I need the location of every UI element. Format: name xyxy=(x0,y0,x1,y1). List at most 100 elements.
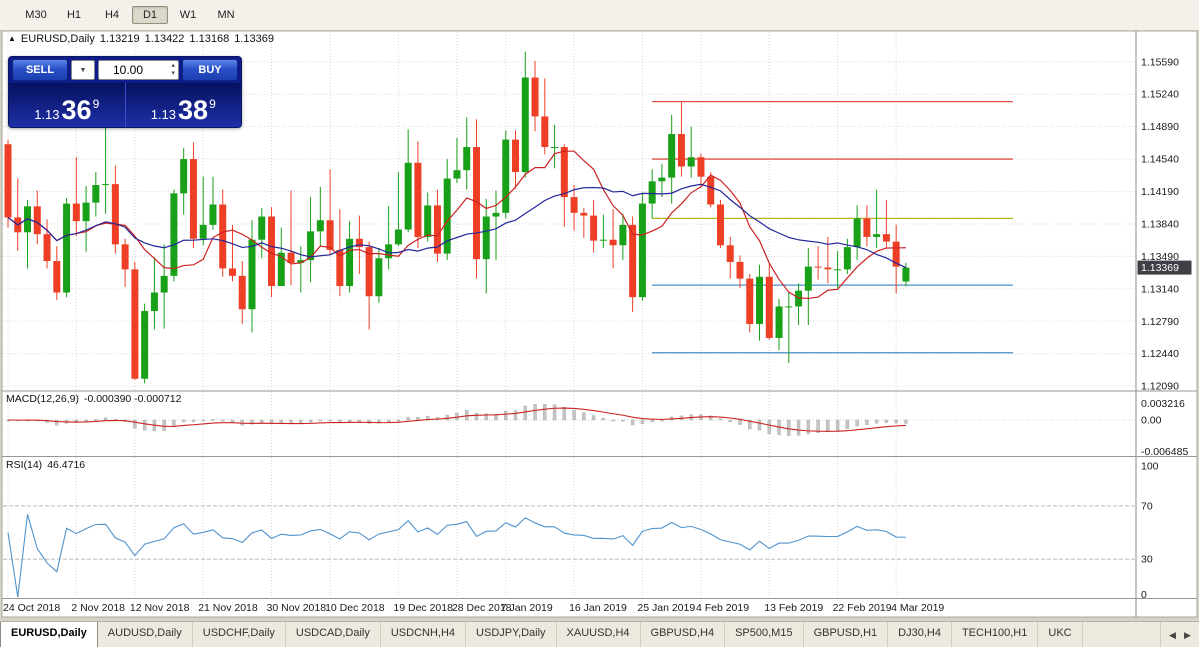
window-tab-audusd-daily[interactable]: AUDUSD,Daily xyxy=(98,622,193,647)
svg-text:30: 30 xyxy=(1141,554,1153,566)
scroll-right-icon[interactable]: ▶ xyxy=(1184,629,1191,640)
timeframe-button-h1[interactable]: H1 xyxy=(66,9,82,21)
svg-text:13 Feb 2019: 13 Feb 2019 xyxy=(764,602,823,614)
timeframe-button-mn[interactable]: MN xyxy=(217,9,235,21)
svg-text:1.12090: 1.12090 xyxy=(1141,381,1179,393)
candlestick-layer xyxy=(4,51,910,384)
ask-big-digits: 38 xyxy=(178,95,209,126)
grid-layer xyxy=(3,32,1136,598)
window-tab-bar: EURUSD,Daily AUDUSD,Daily USDCHF,Daily USDC… xyxy=(0,621,1199,647)
volume-dropdown[interactable]: ▼ xyxy=(71,60,95,80)
svg-text:-0.006485: -0.006485 xyxy=(1141,446,1188,458)
symbol-label: EURUSD,Daily xyxy=(20,33,95,45)
rsi-layer xyxy=(3,505,1136,598)
svg-text:1.14540: 1.14540 xyxy=(1141,154,1179,166)
svg-text:21 Nov 2018: 21 Nov 2018 xyxy=(198,602,258,614)
rsi-value: 46.4716 xyxy=(47,459,86,471)
ask-price-display: 1.13 38 9 xyxy=(124,83,242,127)
svg-text:70: 70 xyxy=(1141,500,1153,512)
window-tab-tech100-h1[interactable]: TECH100,H1 xyxy=(952,622,1039,647)
date-axis-labels: 24 Oct 2018 2 Nov 2018 12 Nov 2018 21 Nov 2… xyxy=(3,602,944,614)
timeframe-button-m30[interactable]: M30 xyxy=(25,9,47,21)
toolbar: M30 H1 H4 D1 W1 MN xyxy=(0,0,1199,31)
window-tab-xauusd-h4[interactable]: XAUUSD,H4 xyxy=(557,622,641,647)
svg-text:4 Feb 2019: 4 Feb 2019 xyxy=(696,602,749,614)
svg-text:1.15240: 1.15240 xyxy=(1141,89,1179,101)
svg-text:7 Jan 2019: 7 Jan 2019 xyxy=(501,602,553,614)
svg-text:1.13490: 1.13490 xyxy=(1141,251,1179,263)
svg-text:22 Feb 2019: 22 Feb 2019 xyxy=(833,602,892,614)
symbol-arrow-icon: ▲ xyxy=(8,34,16,43)
window-tab-usdcnh-h4[interactable]: USDCNH,H4 xyxy=(381,622,467,647)
timeframe-button-w1[interactable]: W1 xyxy=(179,9,197,21)
sell-button[interactable]: SELL xyxy=(12,59,68,81)
svg-text:1.12440: 1.12440 xyxy=(1141,348,1179,360)
chevron-down-icon: ▼ xyxy=(79,66,87,74)
ask-pip-digit: 9 xyxy=(209,97,216,111)
ohlc-high: 1.13422 xyxy=(144,33,185,45)
svg-text:19 Dec 2018: 19 Dec 2018 xyxy=(393,602,453,614)
ohlc-close: 1.13369 xyxy=(234,33,274,45)
spinner-down-icon: ▾ xyxy=(171,70,175,77)
svg-text:0: 0 xyxy=(1141,589,1147,601)
bid-pip-digit: 9 xyxy=(92,97,100,111)
svg-text:1.12790: 1.12790 xyxy=(1141,316,1179,328)
bid-ask-display: 1.13 36 9 1.13 38 9 xyxy=(9,83,241,127)
window-tab-eurusd-daily[interactable]: EURUSD,Daily xyxy=(0,622,98,647)
svg-text:30 Nov 2018: 30 Nov 2018 xyxy=(267,602,327,614)
bid-price-display: 1.13 36 9 xyxy=(9,83,125,127)
svg-text:1.13369: 1.13369 xyxy=(1141,262,1179,274)
volume-spinner[interactable]: ▴ ▾ xyxy=(171,62,175,78)
ohlc-open: 1.13219 xyxy=(99,33,140,45)
rsi-indicator-label: RSI(14) 46.4716 xyxy=(6,459,90,471)
macd-layer xyxy=(3,403,1136,436)
bid-prefix: 1.13 xyxy=(34,106,60,122)
rsi-name: RSI(14) xyxy=(6,459,43,471)
svg-text:1.15590: 1.15590 xyxy=(1141,56,1179,68)
spinner-up-icon: ▴ xyxy=(171,62,175,69)
macd-values: -0.000390 -0.000712 xyxy=(83,393,182,405)
window-tab-usdjpy-daily[interactable]: USDJPY,Daily xyxy=(466,622,557,647)
scroll-left-icon[interactable]: ◀ xyxy=(1169,629,1176,640)
ohlc-low: 1.13168 xyxy=(189,33,230,45)
horizontal-level-lines[interactable] xyxy=(652,100,1013,354)
moving-average-line xyxy=(7,150,906,300)
window-tabs: EURUSD,Daily AUDUSD,Daily USDCHF,Daily USDC… xyxy=(0,622,1199,647)
timeframe-button-h4[interactable]: H4 xyxy=(104,9,120,21)
svg-text:10 Dec 2018: 10 Dec 2018 xyxy=(325,602,385,614)
buy-button[interactable]: BUY xyxy=(182,59,238,81)
svg-text:16 Jan 2019: 16 Jan 2019 xyxy=(569,602,627,614)
svg-text:1.14890: 1.14890 xyxy=(1141,121,1179,133)
macd-indicator-label: MACD(12,26,9) -0.000390 -0.000712 xyxy=(6,393,186,405)
timeframe-buttons: M30 H1 H4 D1 W1 MN xyxy=(0,6,244,24)
svg-text:28 Dec 2018: 28 Dec 2018 xyxy=(452,602,512,614)
window-tab-usdcad-daily[interactable]: USDCAD,Daily xyxy=(286,622,381,647)
moving-average-line xyxy=(7,183,907,269)
svg-text:2 Nov 2018: 2 Nov 2018 xyxy=(71,602,125,614)
window-tab-sp500-m15[interactable]: SP500,M15 xyxy=(725,622,804,647)
window-tab-dj30-h4[interactable]: DJ30,H4 xyxy=(888,622,952,647)
macd-name: MACD(12,26,9) xyxy=(6,393,79,405)
bid-big-digits: 36 xyxy=(61,95,92,126)
window-tab-ukc[interactable]: UKC xyxy=(1038,622,1083,647)
window-tab-gbpusd-h1[interactable]: GBPUSD,H1 xyxy=(804,622,889,647)
trade-controls-row: SELL ▼ 10.00 ▴ ▾ BUY xyxy=(9,57,241,83)
window-tab-usdchf-daily[interactable]: USDCHF,Daily xyxy=(193,622,286,647)
svg-text:4 Mar 2019: 4 Mar 2019 xyxy=(891,602,944,614)
svg-text:12 Nov 2018: 12 Nov 2018 xyxy=(130,602,190,614)
ask-prefix: 1.13 xyxy=(150,106,177,122)
volume-input[interactable]: 10.00 ▴ ▾ xyxy=(98,60,179,80)
chart-header: ▲ EURUSD,Daily 1.13219 1.13422 1.13168 1.1336… xyxy=(8,33,279,45)
macd-scale-labels: 0.003216 0.00 -0.006485 xyxy=(1141,398,1188,458)
svg-text:25 Jan 2019: 25 Jan 2019 xyxy=(637,602,695,614)
one-click-trading-panel: SELL ▼ 10.00 ▴ ▾ BUY 1.13 36 9 xyxy=(8,56,242,128)
last-price-tag: 1.13369 xyxy=(1137,260,1192,275)
window-tab-gbpusd-h4[interactable]: GBPUSD,H4 xyxy=(641,622,726,647)
svg-text:24 Oct 2018: 24 Oct 2018 xyxy=(3,602,60,614)
timeframe-button-d1[interactable]: D1 xyxy=(132,6,168,24)
rsi-scale-labels: 100 70 30 0 xyxy=(1141,461,1159,602)
svg-text:0.003216: 0.003216 xyxy=(1141,398,1185,410)
